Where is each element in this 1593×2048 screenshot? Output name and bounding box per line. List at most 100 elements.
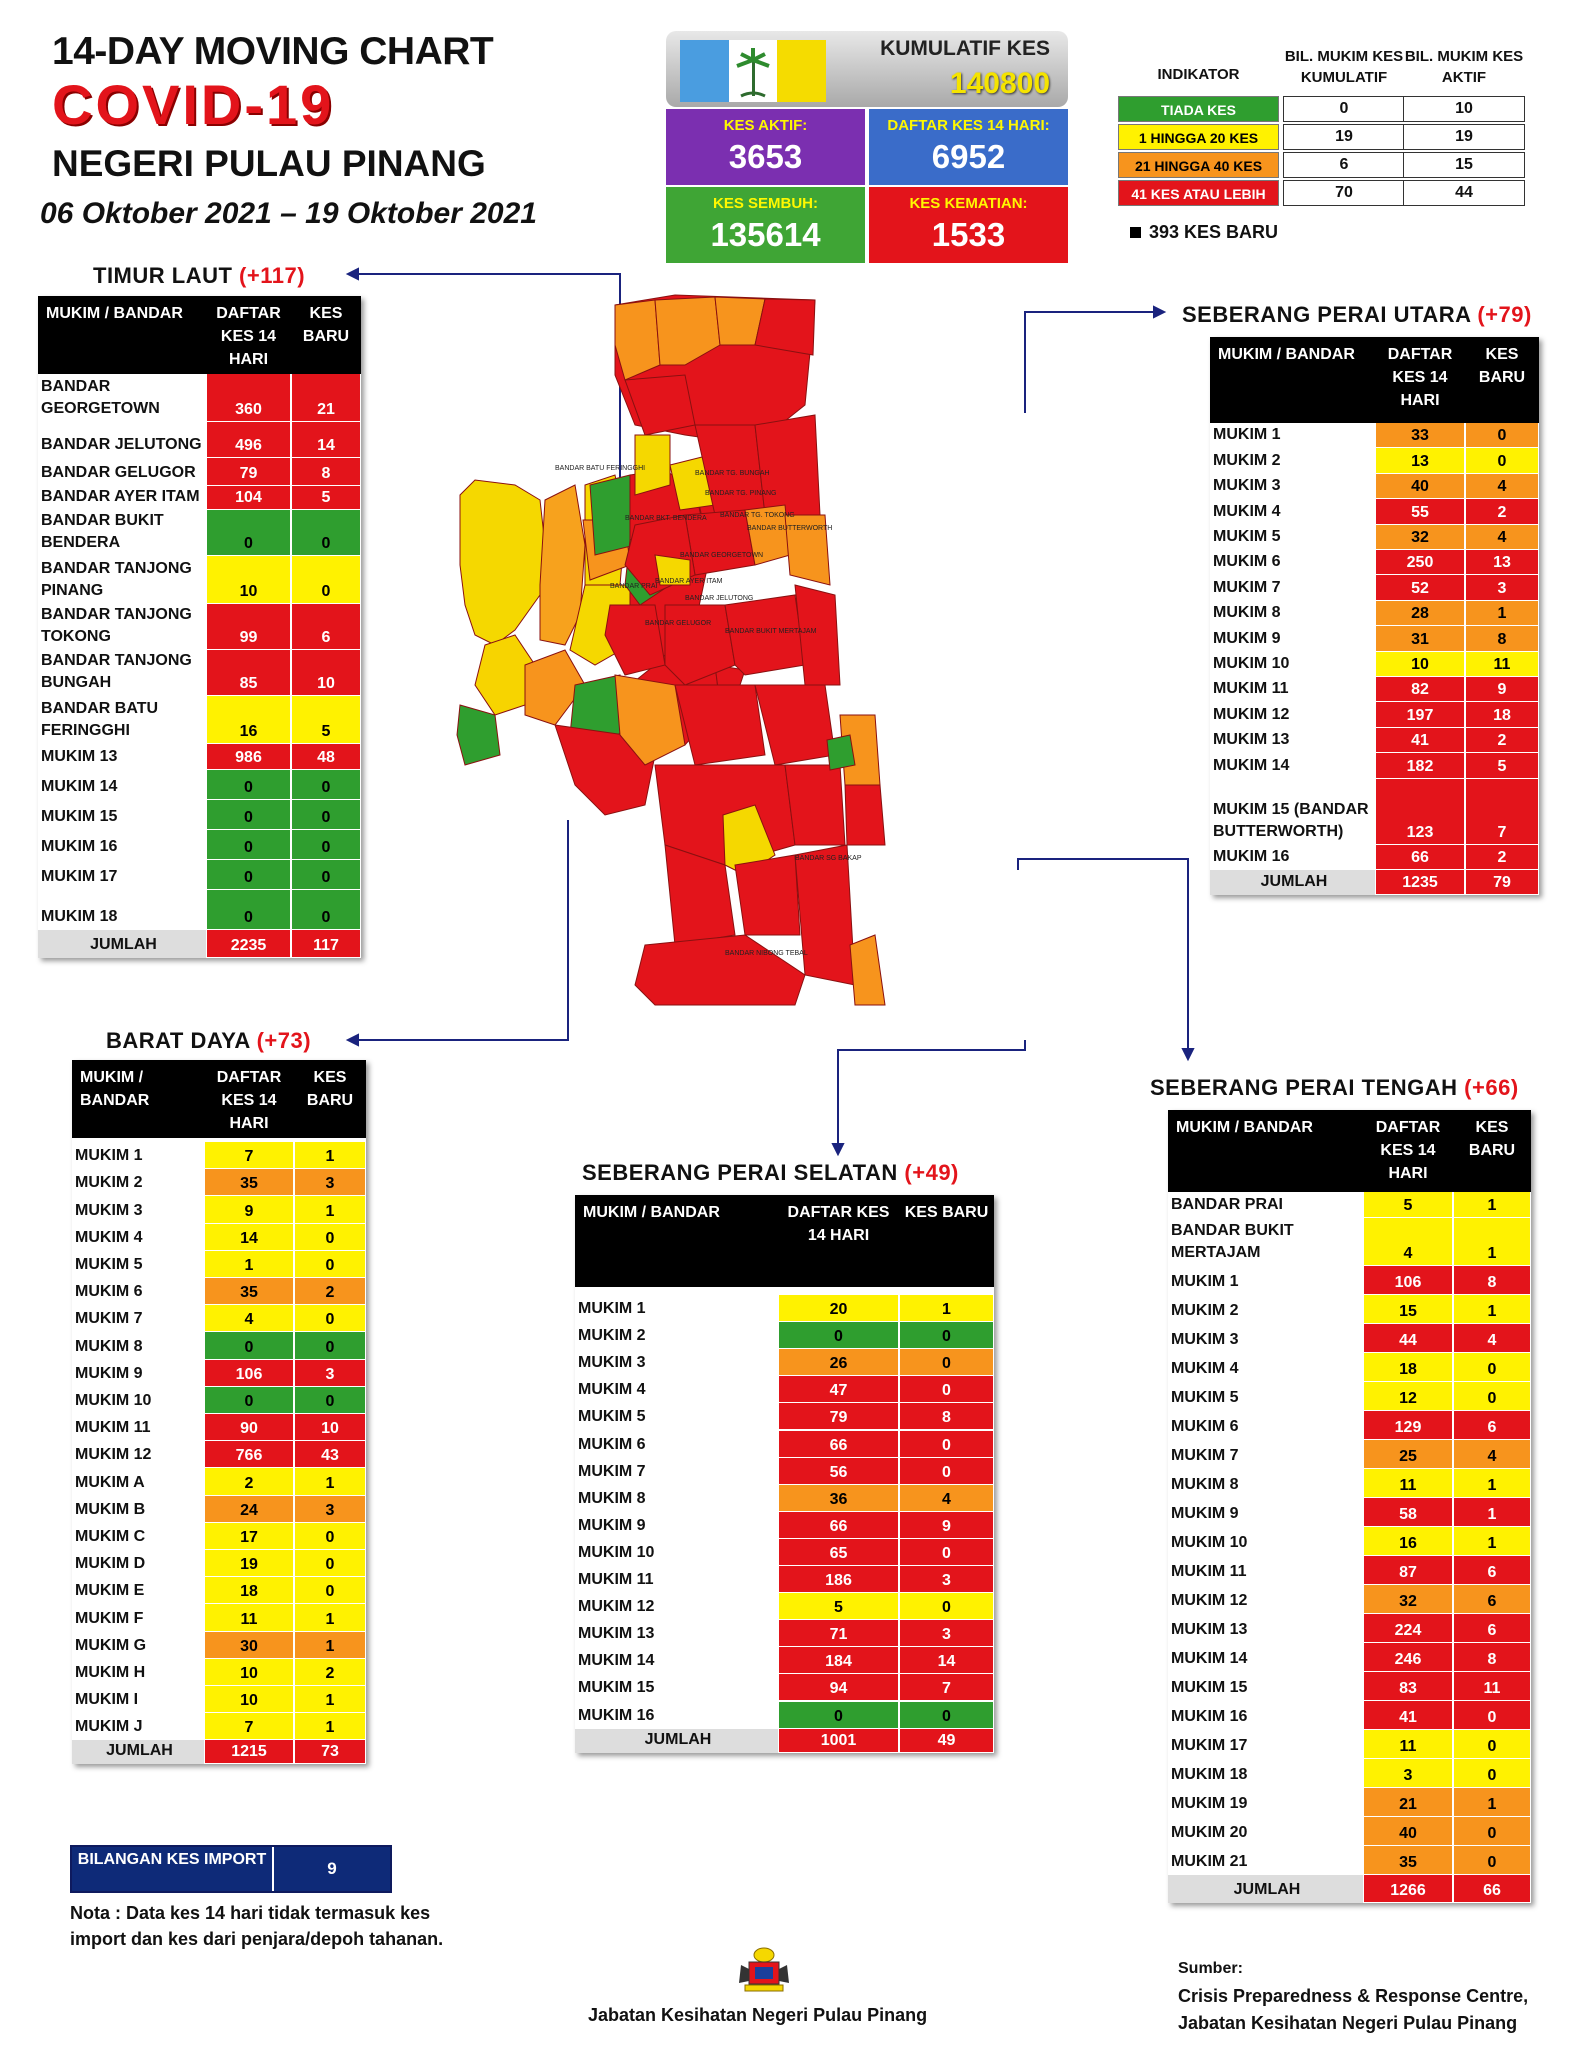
kes-baru-value: 117	[292, 930, 360, 957]
daftar-kes-value: 66	[779, 1511, 898, 1538]
column-header: DAFTAR KES 14 HARI	[216, 305, 281, 368]
svg-text:BANDAR BATU FERINGGHI: BANDAR BATU FERINGGHI	[555, 465, 645, 472]
total-label: JUMLAH	[72, 1740, 204, 1765]
table-row: MUKIM 1 106 8	[1168, 1266, 1531, 1295]
row-name: MUKIM 17	[38, 860, 206, 890]
row-name: MUKIM 16	[1210, 844, 1375, 870]
daftar-kes-value: 1001	[779, 1728, 898, 1752]
sp-tengah-count: (+66)	[1464, 1075, 1519, 1100]
sp-tengah-name: SEBERANG PERAI TENGAH	[1150, 1075, 1458, 1100]
table-row: MUKIM 7 52 3	[1210, 575, 1539, 601]
kes-baru-value: 48	[292, 744, 360, 769]
indicator-aktif-value: 10	[1403, 96, 1525, 122]
daftar-kes-value: 197	[1376, 702, 1464, 727]
kes-baru-value: 0	[295, 1386, 365, 1413]
map-labels: BANDAR BATU FERINGGHI BANDAR TG. BUNGAH …	[555, 465, 862, 957]
row-name: MUKIM 13	[1210, 727, 1375, 754]
row-name: MUKIM 12	[72, 1441, 204, 1469]
indicator-label: 41 KES ATAU LEBIH	[1118, 180, 1279, 206]
daftar-kes-value: 10	[205, 1658, 293, 1685]
source-text: Crisis Preparedness & Response Centre, J…	[1178, 1983, 1528, 2037]
daftar-kes-value: 35	[205, 1169, 293, 1196]
row-name: MUKIM J	[72, 1713, 204, 1741]
daftar-kes-value: 16	[1364, 1527, 1452, 1555]
row-name: MUKIM 10	[1210, 651, 1375, 677]
import-cases-box: BILANGAN KES IMPORT 9	[70, 1845, 392, 1893]
indicator-header: INDIKATOR	[1157, 66, 1240, 83]
row-name: MUKIM 1	[72, 1142, 204, 1170]
table-row: MUKIM F 11 1	[72, 1604, 366, 1632]
daftar-kes-value: 99	[207, 604, 290, 649]
daftar-kes-value: 986	[207, 744, 290, 769]
title-sp-utara: SEBERANG PERAI UTARA (+79)	[1182, 302, 1532, 328]
new-cases-text: 393 KES BARU	[1149, 222, 1279, 242]
column-header: DAFTAR KES 14 HARI	[216, 1069, 282, 1132]
kes-baru-value: 66	[1454, 1875, 1530, 1902]
kes-baru-value: 0	[900, 1701, 993, 1728]
kes-baru-value: 1	[900, 1295, 993, 1322]
kes-baru-value: 1	[295, 1631, 365, 1658]
row-name: MUKIM 4	[1168, 1353, 1363, 1382]
title-barat-daya: BARAT DAYA (+73)	[106, 1028, 311, 1054]
daftar-kes-value: 31	[1376, 626, 1464, 651]
svg-text:BANDAR JELUTONG: BANDAR JELUTONG	[685, 595, 753, 602]
table-row: MUKIM 6 66 0	[575, 1430, 994, 1458]
table-row: MUKIM 6 35 2	[72, 1278, 366, 1306]
row-name: MUKIM 5	[1168, 1382, 1363, 1411]
daftar-kes-value: 360	[207, 374, 290, 421]
row-name: MUKIM 19	[1168, 1788, 1363, 1817]
table-row: BANDAR TANJONG BUNGAH 85 10	[38, 650, 361, 696]
kes-baru-value: 0	[295, 1223, 365, 1250]
table-row: MUKIM 3 26 0	[575, 1349, 994, 1377]
daftar-kes-value: 0	[205, 1332, 293, 1359]
column-header: DAFTAR KES 14 HARI	[1387, 346, 1453, 409]
indicator-row: 41 KES ATAU LEBIH 70 44	[1118, 180, 1525, 206]
kes-baru-value: 6	[1454, 1585, 1530, 1613]
table-row: MUKIM 2 35 3	[72, 1169, 366, 1197]
total-row: JUMLAH 1266 66	[1168, 1875, 1531, 1903]
daftar-kes-value: 28	[1376, 600, 1464, 626]
kes-baru-value: 2	[1466, 499, 1538, 524]
daftar-kes-value: 36	[779, 1484, 898, 1511]
indicator-row: 1 HINGGA 20 KES 19 19	[1118, 124, 1525, 150]
table-row: MUKIM 1 33 0	[1210, 423, 1539, 449]
table-row: MUKIM 20 40 0	[1168, 1817, 1531, 1846]
kes-baru-value: 1	[1454, 1295, 1530, 1323]
table-row: MUKIM 15 0 0	[38, 800, 361, 830]
svg-text:BANDAR TG. BUNGAH: BANDAR TG. BUNGAH	[695, 470, 770, 477]
daftar-kes-value: 55	[1376, 499, 1464, 524]
row-name: MUKIM D	[72, 1550, 204, 1578]
daftar-kes-value: 14	[205, 1223, 293, 1250]
daftar-kes-value: 79	[207, 458, 290, 485]
total-row: JUMLAH 1235 79	[1210, 870, 1539, 895]
daftar-kes-value: 10	[207, 556, 290, 603]
table-row: MUKIM 1 20 1	[575, 1295, 994, 1323]
row-name: MUKIM 12	[1168, 1585, 1363, 1614]
row-name: MUKIM 10	[575, 1538, 778, 1566]
kes-baru-value: 11	[1454, 1672, 1530, 1700]
daftar-kes-value: 24	[205, 1495, 293, 1522]
svg-text:BANDAR TG. PINANG: BANDAR TG. PINANG	[705, 490, 776, 497]
source-line-1: Crisis Preparedness & Response Centre,	[1178, 1986, 1529, 2006]
row-name: MUKIM 17	[1168, 1730, 1363, 1759]
daftar-kes-value: 496	[207, 422, 290, 457]
table-row: MUKIM 14 184 14	[575, 1647, 994, 1675]
daftar-kes-value: 40	[1376, 473, 1464, 499]
table-row: BANDAR JELUTONG 496 14	[38, 422, 361, 458]
square-bullet-icon	[1130, 227, 1141, 238]
table-row: MUKIM 13 986 48	[38, 744, 361, 770]
kes-baru-value: 73	[295, 1740, 365, 1764]
timur-laut-name: TIMUR LAUT	[93, 263, 233, 288]
daftar-kes-value: 5	[1364, 1192, 1452, 1217]
total-label: JUMLAH	[1210, 870, 1375, 895]
row-name: MUKIM 14	[38, 770, 206, 800]
daftar-kes-value: 83	[1364, 1672, 1452, 1700]
table-row: MUKIM 2 13 0	[1210, 448, 1539, 474]
row-name: MUKIM 2	[575, 1322, 778, 1350]
daftar-kes-value: 13	[1376, 448, 1464, 473]
table-row: MUKIM 4 14 0	[72, 1223, 366, 1251]
table-row: MUKIM 6 129 6	[1168, 1411, 1531, 1440]
table-row: MUKIM E 18 0	[72, 1577, 366, 1605]
